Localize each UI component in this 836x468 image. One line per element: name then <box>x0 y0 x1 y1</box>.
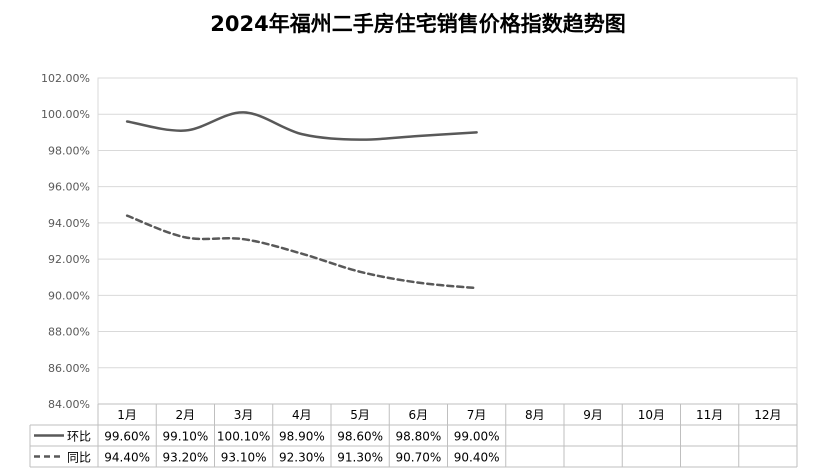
chart-title: 2024年福州二手房住宅销售价格指数趋势图 <box>210 12 626 36</box>
y-tick-label: 98.00% <box>48 144 90 157</box>
x-tick-label: 6月 <box>409 408 429 422</box>
x-tick-label: 4月 <box>292 408 312 422</box>
legend-label: 环比 <box>67 430 91 444</box>
x-tick-label: 3月 <box>234 408 254 422</box>
y-tick-label: 92.00% <box>48 253 90 266</box>
x-tick-label: 10月 <box>638 408 665 422</box>
data-label: 100.10% <box>217 430 270 444</box>
y-tick-label: 94.00% <box>48 217 90 230</box>
x-tick-label: 12月 <box>754 408 781 422</box>
x-tick-label: 9月 <box>583 408 603 422</box>
x-tick-label: 11月 <box>696 408 723 422</box>
y-tick-label: 86.00% <box>48 362 90 375</box>
data-label: 93.20% <box>162 451 208 465</box>
data-label: 90.40% <box>454 451 500 465</box>
data-label: 91.30% <box>337 451 383 465</box>
data-label: 98.80% <box>395 430 441 444</box>
data-label: 99.10% <box>162 430 208 444</box>
series-line-1 <box>125 111 478 141</box>
y-tick-label: 84.00% <box>48 398 90 411</box>
y-tick-label: 96.00% <box>48 181 90 194</box>
data-label: 99.00% <box>454 430 500 444</box>
data-label: 90.70% <box>395 451 441 465</box>
series-line-2 <box>125 214 478 290</box>
data-label: 98.90% <box>279 430 325 444</box>
data-label: 92.30% <box>279 451 325 465</box>
x-tick-label: 8月 <box>525 408 545 422</box>
y-tick-label: 100.00% <box>41 108 90 121</box>
y-tick-label: 102.00% <box>41 72 90 85</box>
data-label: 98.60% <box>337 430 383 444</box>
x-tick-label: 7月 <box>467 408 487 422</box>
data-label: 99.60% <box>104 430 150 444</box>
y-tick-label: 88.00% <box>48 326 90 339</box>
x-tick-label: 2月 <box>176 408 196 422</box>
data-label: 93.10% <box>221 451 267 465</box>
legend-label: 同比 <box>67 451 91 465</box>
x-tick-label: 5月 <box>350 408 370 422</box>
y-tick-label: 90.00% <box>48 289 90 302</box>
data-label: 94.40% <box>104 451 150 465</box>
x-tick-label: 1月 <box>117 408 137 422</box>
